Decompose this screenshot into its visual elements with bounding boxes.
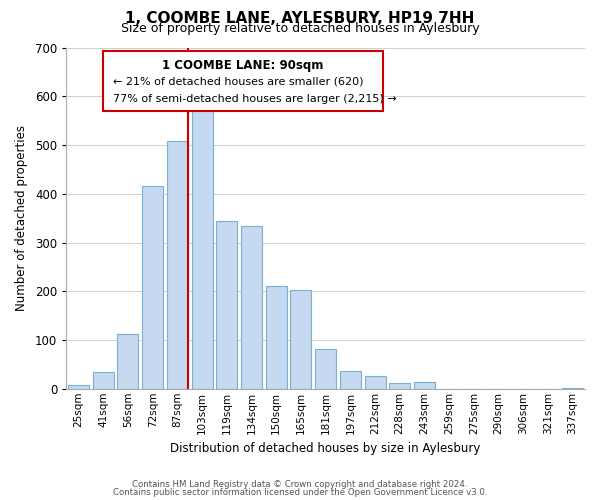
Bar bbox=[389, 383, 410, 389]
Bar bbox=[118, 334, 139, 389]
Bar bbox=[365, 376, 386, 389]
Bar bbox=[562, 388, 583, 389]
Bar bbox=[340, 370, 361, 389]
Text: Contains HM Land Registry data © Crown copyright and database right 2024.: Contains HM Land Registry data © Crown c… bbox=[132, 480, 468, 489]
Bar bbox=[241, 226, 262, 389]
Bar bbox=[167, 141, 188, 389]
Y-axis label: Number of detached properties: Number of detached properties bbox=[15, 125, 28, 311]
Bar bbox=[414, 382, 435, 389]
Text: 77% of semi-detached houses are larger (2,215) →: 77% of semi-detached houses are larger (… bbox=[113, 94, 397, 104]
Bar bbox=[266, 286, 287, 389]
Bar bbox=[93, 372, 114, 389]
Text: ← 21% of detached houses are smaller (620): ← 21% of detached houses are smaller (62… bbox=[113, 76, 364, 86]
Bar bbox=[315, 349, 336, 389]
Bar bbox=[216, 220, 237, 389]
Text: 1 COOMBE LANE: 90sqm: 1 COOMBE LANE: 90sqm bbox=[162, 60, 323, 72]
FancyBboxPatch shape bbox=[103, 51, 383, 110]
Text: Contains public sector information licensed under the Open Government Licence v3: Contains public sector information licen… bbox=[113, 488, 487, 497]
Bar bbox=[142, 186, 163, 389]
Bar bbox=[68, 385, 89, 389]
Bar bbox=[290, 290, 311, 389]
Text: Size of property relative to detached houses in Aylesbury: Size of property relative to detached ho… bbox=[121, 22, 479, 35]
Text: 1, COOMBE LANE, AYLESBURY, HP19 7HH: 1, COOMBE LANE, AYLESBURY, HP19 7HH bbox=[125, 11, 475, 26]
X-axis label: Distribution of detached houses by size in Aylesbury: Distribution of detached houses by size … bbox=[170, 442, 481, 455]
Bar bbox=[191, 108, 212, 389]
